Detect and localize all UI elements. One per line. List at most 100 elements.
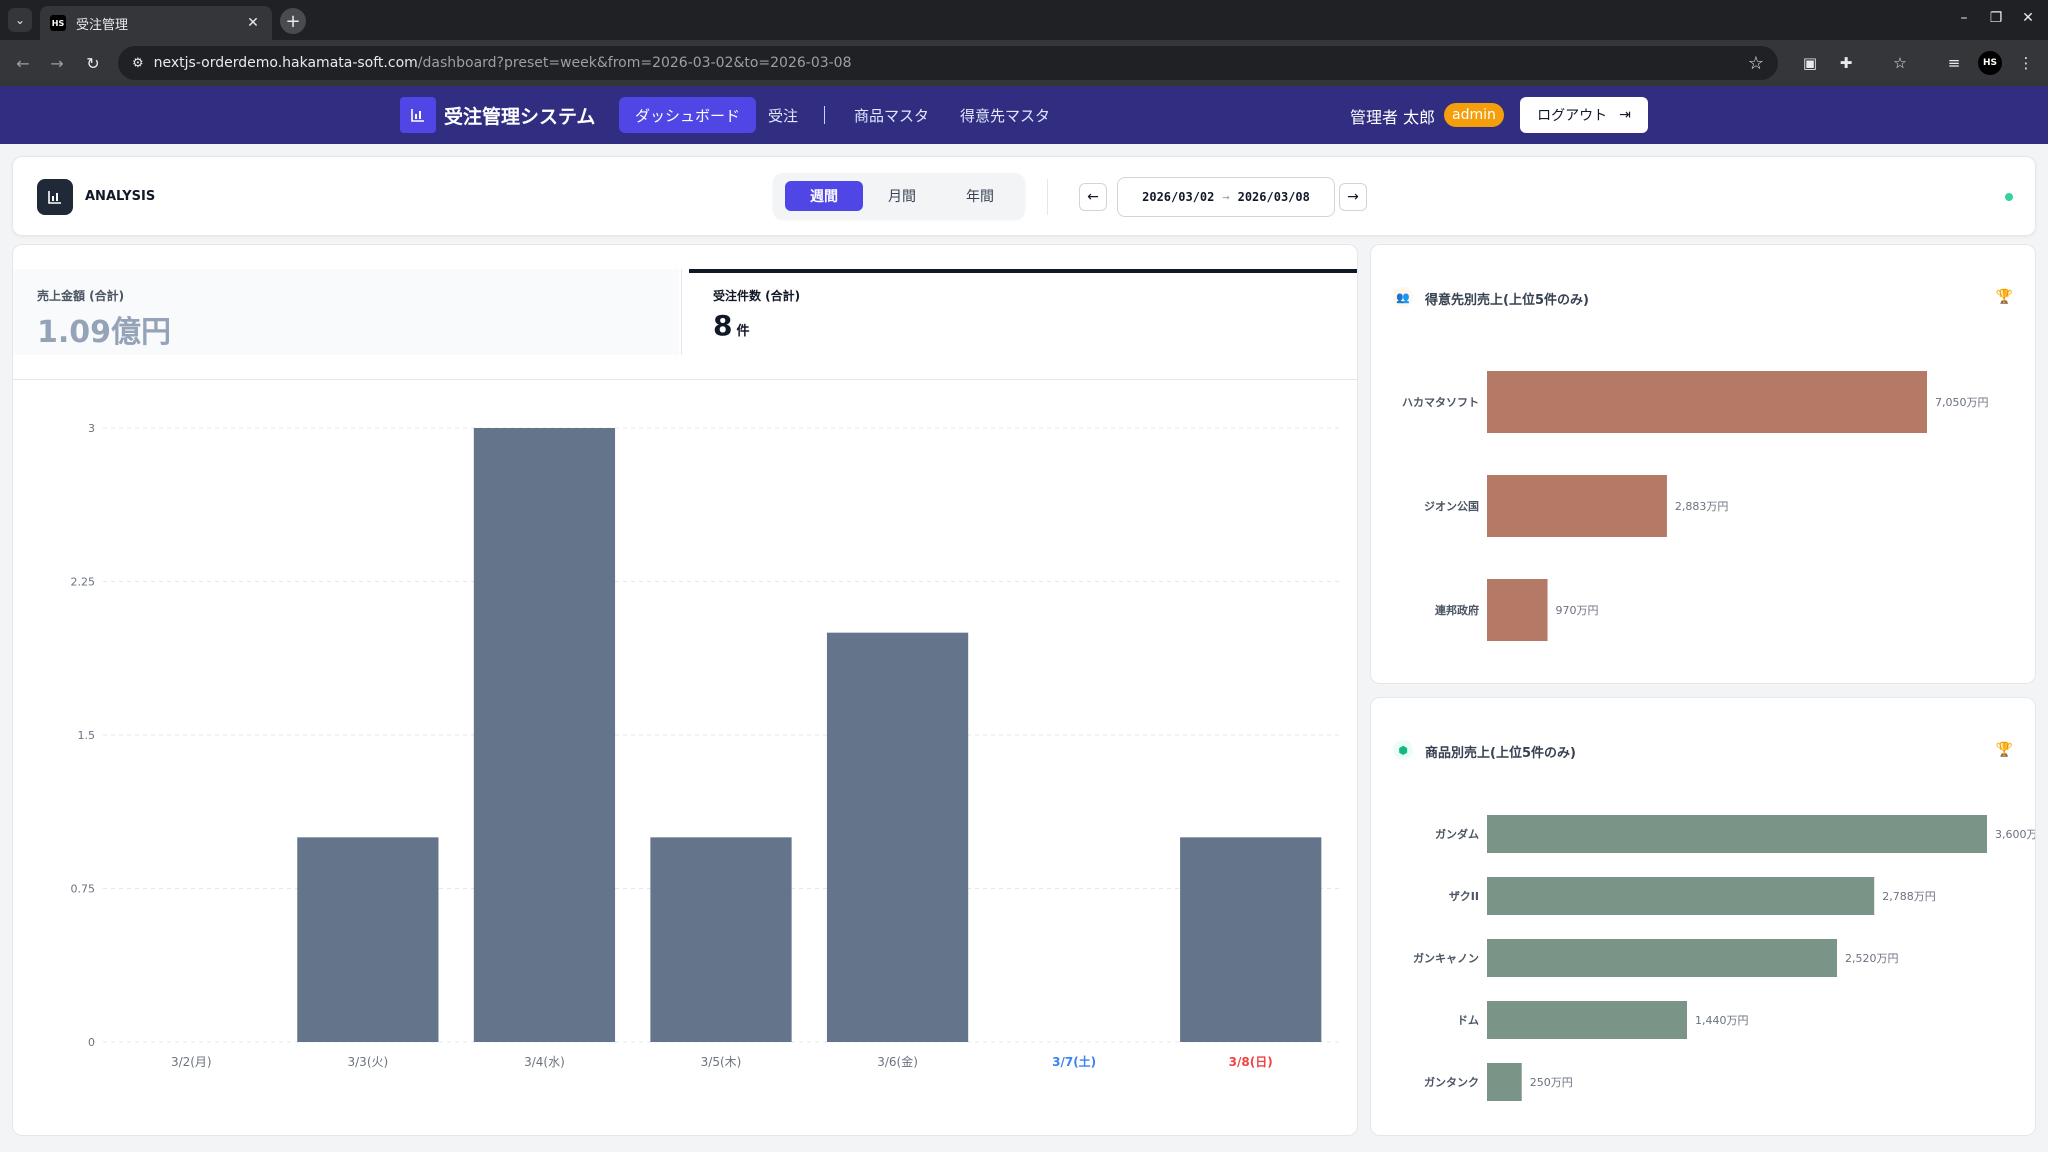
window-close-icon[interactable]: ✕	[2022, 10, 2034, 26]
nav-products[interactable]: 商品マスタ	[854, 106, 930, 125]
date-to: 2026/03/08	[1237, 190, 1310, 204]
date-range-display[interactable]: 2026/03/02 → 2026/03/08	[1117, 177, 1335, 217]
next-period-arrow-icon[interactable]: →	[1339, 183, 1367, 211]
url-path: /dashboard?preset=week&from=2026-03-02&t…	[417, 55, 852, 71]
tab-title: 受注管理	[76, 17, 129, 33]
restore-icon[interactable]: ❐	[1989, 10, 2003, 26]
reload-icon[interactable]: ↻	[86, 53, 100, 73]
logout-button[interactable]: ログアウト ⇥	[1520, 97, 1648, 133]
site-settings-icon[interactable]: ⚙	[132, 55, 144, 71]
browser-tab[interactable]: HS 受注管理 ✕	[40, 6, 272, 40]
bar	[1180, 837, 1322, 1042]
user-name: 管理者 太郎	[1350, 108, 1436, 127]
orders-kpi-unit: 件	[736, 324, 750, 339]
prev-period-arrow-icon[interactable]: ←	[1079, 183, 1107, 211]
bar	[297, 837, 439, 1042]
bar	[1487, 1001, 1687, 1039]
x-tick-label: 3/3(火)	[348, 1055, 389, 1069]
card-divider	[13, 379, 1357, 380]
extension-icon[interactable]: ▣	[1802, 54, 1818, 72]
sales-kpi-value: 1.09億円	[37, 315, 172, 350]
category-label: 連邦政府	[1435, 603, 1479, 617]
orders-kpi-label: 受注件数 (合計)	[713, 289, 801, 303]
customer-sales-card: 👥 得意先別売上(上位5件のみ) 🏆 ハカマタソフト 7,050万円 ジオン公国 2,…	[1370, 244, 2036, 684]
app-title: 受注管理システム	[444, 106, 596, 128]
orders-kpi-value: 8	[713, 309, 733, 342]
puzzle-extensions-icon[interactable]: ✚	[1839, 54, 1853, 72]
bookmarks-icon[interactable]: ☆	[1893, 54, 1907, 72]
minimize-icon[interactable]: –	[1960, 10, 1968, 26]
x-tick-label: 3/4(水)	[524, 1055, 565, 1069]
value-label: 250万円	[1530, 1076, 1573, 1089]
back-arrow-icon[interactable]: ←	[16, 53, 30, 73]
value-label: 3,600万円	[1995, 828, 2036, 841]
tab-search-chevron-icon[interactable]: ⌄	[8, 8, 32, 32]
period-week-button[interactable]: 週間	[785, 181, 863, 211]
bar	[1487, 475, 1667, 537]
analysis-toolbar: ANALYSIS 週間 月間 年間 ← 2026/03/02 → 2026/03…	[12, 156, 2036, 236]
bar	[473, 428, 616, 1042]
favicon-icon: HS	[50, 15, 66, 31]
x-tick-label: 3/5(木)	[701, 1055, 742, 1069]
date-range-arrow-icon: →	[1222, 190, 1230, 204]
new-tab-plus-icon[interactable]: +	[280, 8, 306, 34]
period-year-button[interactable]: 年間	[966, 189, 994, 205]
profile-avatar[interactable]: HS	[1978, 51, 2002, 75]
value-label: 970万円	[1556, 604, 1599, 617]
trophy-icon: 🏆	[1995, 289, 2013, 305]
analysis-chart-icon	[37, 179, 73, 215]
forward-arrow-icon[interactable]: →	[50, 53, 64, 73]
bar	[1487, 1063, 1522, 1101]
category-label: ガンタンク	[1424, 1075, 1479, 1089]
product-sales-title: 商品別売上(上位5件のみ)	[1425, 746, 1576, 761]
y-tick-label: 0.75	[71, 883, 96, 896]
kpi-divider	[681, 269, 682, 355]
bar	[826, 632, 969, 1042]
address-bar[interactable]: ⚙ nextjs-orderdemo.hakamata-soft.com/das…	[118, 46, 1778, 80]
nav-dashboard[interactable]: ダッシュボード	[619, 97, 757, 133]
y-tick-label: 1.5	[78, 729, 96, 742]
trophy-icon: 🏆	[1995, 742, 2013, 758]
reading-list-icon[interactable]: ≡	[1947, 54, 1961, 72]
y-tick-label: 3	[88, 422, 95, 435]
value-label: 2,883万円	[1675, 500, 1729, 513]
bar	[1487, 371, 1927, 433]
users-icon: 👥	[1393, 287, 1413, 307]
sales-kpi-label: 売上金額 (合計)	[37, 289, 125, 303]
logout-icon: ⇥	[1619, 107, 1631, 123]
bookmark-star-icon[interactable]: ☆	[1747, 53, 1764, 74]
x-tick-label: 3/8(日)	[1229, 1055, 1273, 1069]
nav-orders[interactable]: 受注	[768, 106, 799, 125]
bar	[650, 837, 792, 1042]
browser-menu-icon[interactable]: ⋮	[2018, 54, 2034, 72]
category-label: ガンキャノン	[1413, 951, 1479, 965]
live-status-dot	[2005, 193, 2013, 201]
tab-close-icon[interactable]: ✕	[247, 15, 259, 31]
browser-toolbar: ← → ↻ ⚙ nextjs-orderdemo.hakamata-soft.c…	[0, 40, 2048, 86]
customer-sales-title: 得意先別売上(上位5件のみ)	[1425, 293, 1589, 308]
y-tick-label: 2.25	[71, 576, 96, 589]
x-tick-label: 3/6(金)	[877, 1054, 918, 1069]
app-header: 受注管理システム ダッシュボード 受注 商品マスタ 得意先マスタ 管理者 太郎 …	[0, 86, 2048, 144]
category-label: ザクII	[1449, 890, 1479, 903]
bar-chart-logo-icon	[400, 97, 436, 133]
sales-kpi-tab[interactable]: 売上金額 (合計) 1.09億円	[13, 269, 679, 355]
package-icon: ⬢	[1393, 740, 1413, 760]
y-tick-label: 0	[88, 1036, 95, 1049]
category-label: ハカマタソフト	[1402, 396, 1479, 409]
nav-customers[interactable]: 得意先マスタ	[960, 106, 1051, 125]
toolbar-divider	[1047, 179, 1048, 215]
value-label: 7,050万円	[1935, 396, 1989, 409]
date-from: 2026/03/02	[1142, 190, 1215, 204]
role-badge: admin	[1444, 103, 1504, 127]
value-label: 2,788万円	[1882, 890, 1936, 903]
period-month-button[interactable]: 月間	[888, 189, 916, 205]
analysis-label: ANALYSIS	[85, 189, 156, 204]
bar	[1487, 815, 1987, 853]
nav-divider	[824, 106, 825, 124]
